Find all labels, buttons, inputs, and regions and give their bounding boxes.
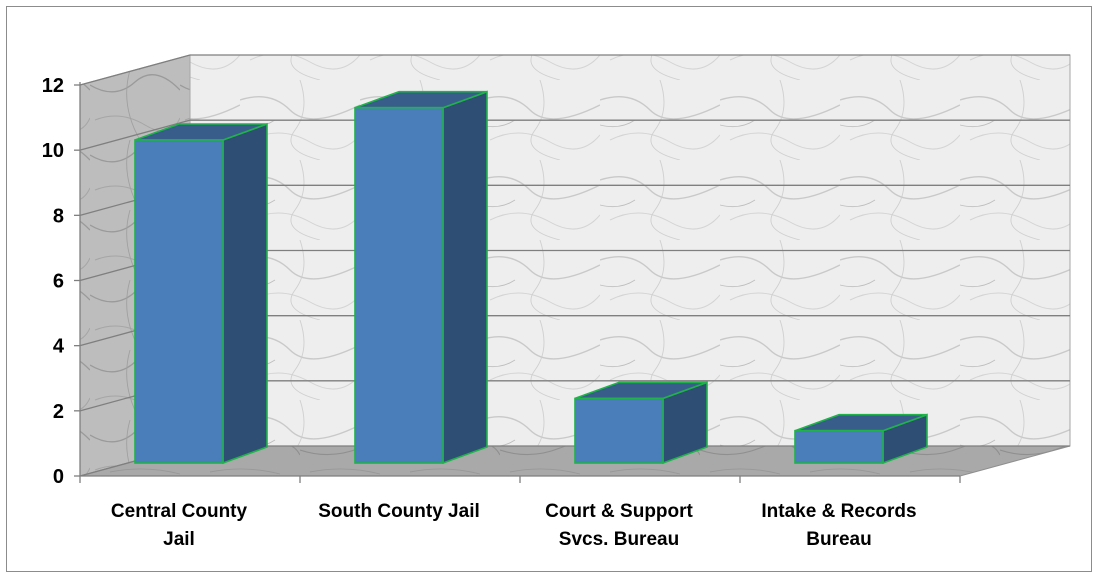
y-tick-label: 12 (42, 75, 64, 97)
y-tick-label: 10 (42, 140, 64, 162)
x-tick-label: Intake & Records Bureau (761, 501, 916, 550)
bar-side (442, 90, 488, 465)
y-tick-label: 0 (53, 466, 64, 488)
x-tick-label: Central County Jail (111, 501, 248, 550)
bar-front (134, 139, 224, 464)
y-tick-label: 2 (53, 401, 64, 423)
bar-side (222, 122, 268, 465)
y-tick-label: 6 (53, 271, 64, 293)
x-tick-labels: Central County Jail South County Jail Court… (111, 501, 917, 550)
y-tick-labels: 0 2 4 6 8 10 12 (42, 75, 65, 488)
gridline (79, 54, 1070, 86)
bars (134, 90, 928, 465)
bar (574, 381, 708, 465)
bar (134, 122, 268, 465)
gridline (79, 119, 1070, 151)
bar-front (794, 429, 884, 464)
bar-front (574, 397, 664, 464)
bar (794, 413, 928, 465)
y-tick-label: 4 (53, 336, 65, 358)
y-tick-label: 8 (53, 205, 64, 227)
x-tick-label: Court & Support Svcs. Bureau (545, 501, 693, 550)
bar (354, 90, 488, 465)
bar-front (354, 106, 444, 464)
axes (74, 82, 961, 483)
x-tick-label: South County Jail (318, 501, 480, 522)
